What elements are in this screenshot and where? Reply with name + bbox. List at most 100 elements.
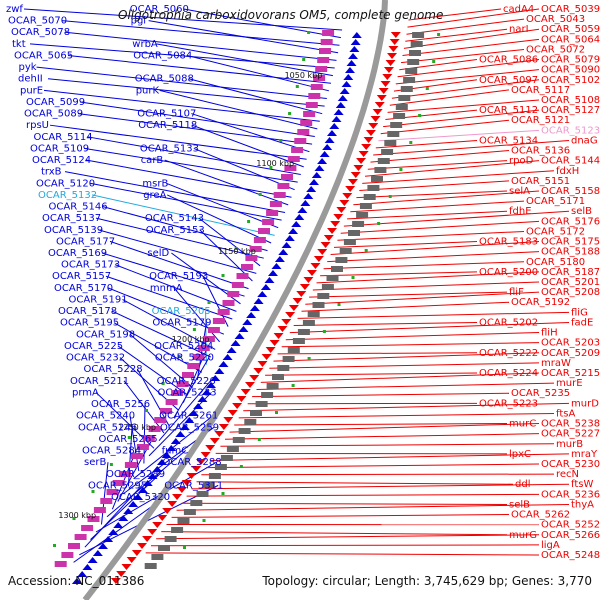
feature-dot [221, 274, 225, 277]
gene-arrow-reverse [323, 235, 334, 241]
feature-dot [257, 438, 261, 441]
gene-label-right: OCAR_5102 [541, 75, 600, 86]
feature-block [269, 201, 282, 207]
connector-right [408, 8, 502, 21]
connector-left [102, 206, 268, 252]
connector-right [367, 160, 508, 170]
feature-block [321, 284, 334, 290]
feature-block [192, 354, 205, 360]
gene-label-right: OCAR_5144 [541, 156, 600, 167]
gene-label-left: OCAR_5193 [149, 271, 208, 282]
feature-block [222, 300, 235, 306]
connector-left [158, 380, 211, 442]
connector-left [95, 217, 264, 259]
feature-block [197, 345, 210, 351]
feature-block [258, 228, 270, 234]
gene-arrow-reverse [296, 291, 307, 297]
feature-dot [307, 31, 311, 34]
feature-block [359, 203, 372, 209]
connector-left [156, 43, 333, 77]
gene-arrow-forward [339, 88, 350, 94]
feature-block [393, 113, 406, 119]
gene-label-right: OCAR_5183 [479, 237, 538, 248]
connector-right [238, 412, 555, 419]
connector-left [36, 66, 327, 99]
feature-block [238, 428, 251, 434]
connector-right [206, 463, 540, 469]
feature-block [273, 192, 286, 198]
feature-block [363, 194, 376, 200]
gene-arrow-forward [303, 193, 314, 199]
feature-block [54, 561, 67, 567]
connector-right [364, 160, 540, 177]
gene-label-left: OCAR_5179 [152, 318, 211, 329]
gene-arrow-forward [123, 508, 134, 514]
gene-label-right: OCAR_5172 [526, 226, 585, 237]
connector-right [380, 119, 510, 135]
connector-left [191, 113, 310, 153]
feature-block [412, 32, 425, 38]
connector-right [330, 241, 540, 255]
gene-label-right: fliF [509, 287, 524, 298]
gene-label-left: OCAR_5228 [84, 364, 143, 375]
feature-block [241, 264, 253, 270]
gene-label-left: OCAR_5173 [61, 260, 120, 271]
gene-label-left: OCAR_5198 [76, 329, 135, 340]
gene-arrow-forward [142, 480, 153, 486]
gene-arrow-reverse [265, 347, 276, 353]
gene-label-right: OCAR_5117 [511, 85, 570, 96]
connector-left [87, 136, 301, 175]
gene-label-right: OCAR_5188 [541, 247, 600, 258]
gene-arrow-forward [230, 340, 241, 346]
feature-dot [221, 492, 225, 495]
connector-left [166, 182, 279, 229]
gene-label-left: OCAR_5204 [154, 341, 213, 352]
gene-arrow-forward [337, 95, 348, 101]
gene-arrow-reverse [205, 445, 216, 451]
gene-label-right: OCAR_5064 [541, 34, 600, 45]
gene-label-right: OCAR_5171 [526, 196, 585, 207]
accession-text: Accession: NC_011386 [8, 574, 145, 588]
feature-dot [202, 519, 206, 522]
feature-block [381, 149, 394, 155]
feature-block [307, 311, 320, 317]
connector-right [373, 139, 570, 156]
gene-arrow-reverse [162, 508, 173, 514]
feature-dot [377, 222, 381, 225]
feature-dot [322, 330, 326, 333]
gene-label-right: OCAR_5230 [541, 459, 600, 470]
gene-label-right: OCAR_5086 [479, 55, 538, 66]
feature-dot [337, 303, 341, 306]
gene-arrow-forward [184, 417, 195, 423]
connector-right [243, 402, 570, 412]
gene-label-left: OCAR_5137 [42, 213, 101, 224]
gene-arrow-reverse [303, 277, 314, 283]
gene-label-left: OCAR_5170 [54, 283, 113, 294]
feature-block [262, 219, 275, 225]
gene-label-right: selA [509, 186, 530, 197]
gene-arrow-reverse [227, 410, 238, 416]
gene-label-left: greA [143, 190, 166, 201]
gene-arrow-forward [311, 172, 322, 178]
gene-arrow-reverse [336, 207, 347, 213]
gene-label-right: fliH [541, 328, 558, 339]
gene-arrow-forward [77, 571, 88, 577]
feature-block [190, 500, 203, 506]
feature-block [183, 509, 196, 515]
ruler-label: 1150 kbp [218, 247, 256, 256]
connector-right [353, 190, 540, 206]
gene-arrow-forward [201, 389, 212, 395]
connector-left [61, 20, 340, 46]
feature-block [300, 120, 313, 126]
gene-arrow-reverse [356, 158, 367, 164]
feature-block [182, 372, 194, 378]
feature-block [255, 401, 268, 407]
gene-label-left: pyk [19, 62, 37, 73]
feature-block [112, 480, 125, 486]
gene-label-right: OCAR_5227 [541, 429, 600, 440]
gene-arrow-forward [331, 116, 342, 122]
gene-arrow-forward [113, 522, 124, 528]
gene-label-right: OCAR_5248 [541, 550, 600, 561]
connector-right [273, 352, 540, 362]
gene-label-left: OCAR_5232 [66, 353, 125, 364]
